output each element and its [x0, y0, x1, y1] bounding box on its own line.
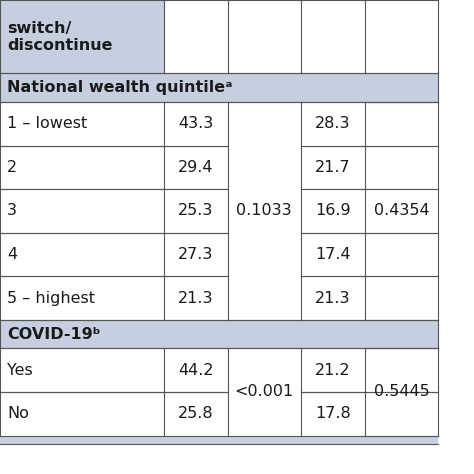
Bar: [228, 102, 301, 320]
Bar: [0, 348, 164, 392]
Bar: [301, 276, 365, 320]
Text: 17.4: 17.4: [315, 247, 351, 262]
Text: 44.2: 44.2: [178, 363, 213, 378]
Bar: [301, 102, 365, 146]
Bar: [164, 102, 228, 146]
Text: National wealth quintileᵃ: National wealth quintileᵃ: [7, 80, 233, 95]
Bar: [365, 146, 438, 189]
Text: 3: 3: [7, 203, 17, 219]
Bar: [228, 0, 301, 73]
Text: No: No: [7, 406, 29, 421]
Text: 2: 2: [7, 160, 17, 175]
Bar: [0, 436, 438, 444]
Bar: [164, 189, 228, 233]
Text: 0.4354: 0.4354: [374, 203, 429, 219]
Bar: [365, 348, 438, 436]
Bar: [228, 189, 301, 233]
Bar: [0, 276, 164, 320]
Text: 4: 4: [7, 247, 17, 262]
Bar: [228, 348, 301, 392]
Bar: [301, 146, 365, 189]
Bar: [0, 102, 164, 146]
Bar: [301, 233, 365, 276]
Bar: [365, 0, 438, 73]
Bar: [365, 102, 438, 146]
Bar: [301, 348, 365, 392]
Bar: [301, 0, 365, 73]
Bar: [365, 233, 438, 276]
Text: 21.7: 21.7: [315, 160, 351, 175]
Text: 21.2: 21.2: [315, 363, 351, 378]
Bar: [301, 189, 365, 233]
Text: 16.9: 16.9: [315, 203, 351, 219]
Text: 25.8: 25.8: [178, 406, 213, 421]
Bar: [228, 392, 301, 436]
Bar: [164, 233, 228, 276]
Text: switch/
discontinue: switch/ discontinue: [7, 20, 113, 53]
Text: 21.3: 21.3: [178, 291, 213, 306]
Bar: [164, 276, 228, 320]
Bar: [365, 102, 438, 320]
Bar: [0, 73, 438, 102]
Bar: [301, 392, 365, 436]
Bar: [164, 146, 228, 189]
Bar: [228, 233, 301, 276]
Bar: [365, 392, 438, 436]
Text: Yes: Yes: [7, 363, 33, 378]
Text: 1 – lowest: 1 – lowest: [7, 116, 87, 131]
Bar: [164, 392, 228, 436]
Bar: [0, 146, 164, 189]
Bar: [365, 348, 438, 392]
Text: 43.3: 43.3: [178, 116, 213, 131]
Text: 5 – highest: 5 – highest: [7, 291, 95, 306]
Bar: [365, 276, 438, 320]
Bar: [0, 189, 164, 233]
Text: 0.1033: 0.1033: [237, 203, 292, 219]
Bar: [0, 392, 164, 436]
Text: 17.8: 17.8: [315, 406, 351, 421]
Text: COVID-19ᵇ: COVID-19ᵇ: [7, 327, 100, 342]
Bar: [228, 102, 301, 146]
Bar: [164, 348, 228, 392]
Bar: [164, 0, 228, 73]
Bar: [228, 276, 301, 320]
Bar: [0, 233, 164, 276]
Bar: [0, 320, 438, 348]
Bar: [365, 189, 438, 233]
Bar: [228, 348, 301, 436]
Text: 0.5445: 0.5445: [374, 384, 429, 400]
Text: 28.3: 28.3: [315, 116, 351, 131]
Text: 25.3: 25.3: [178, 203, 213, 219]
Bar: [228, 146, 301, 189]
Text: 27.3: 27.3: [178, 247, 213, 262]
Bar: [0, 0, 164, 73]
Text: 29.4: 29.4: [178, 160, 213, 175]
Text: <0.001: <0.001: [235, 384, 294, 400]
Text: 21.3: 21.3: [315, 291, 351, 306]
